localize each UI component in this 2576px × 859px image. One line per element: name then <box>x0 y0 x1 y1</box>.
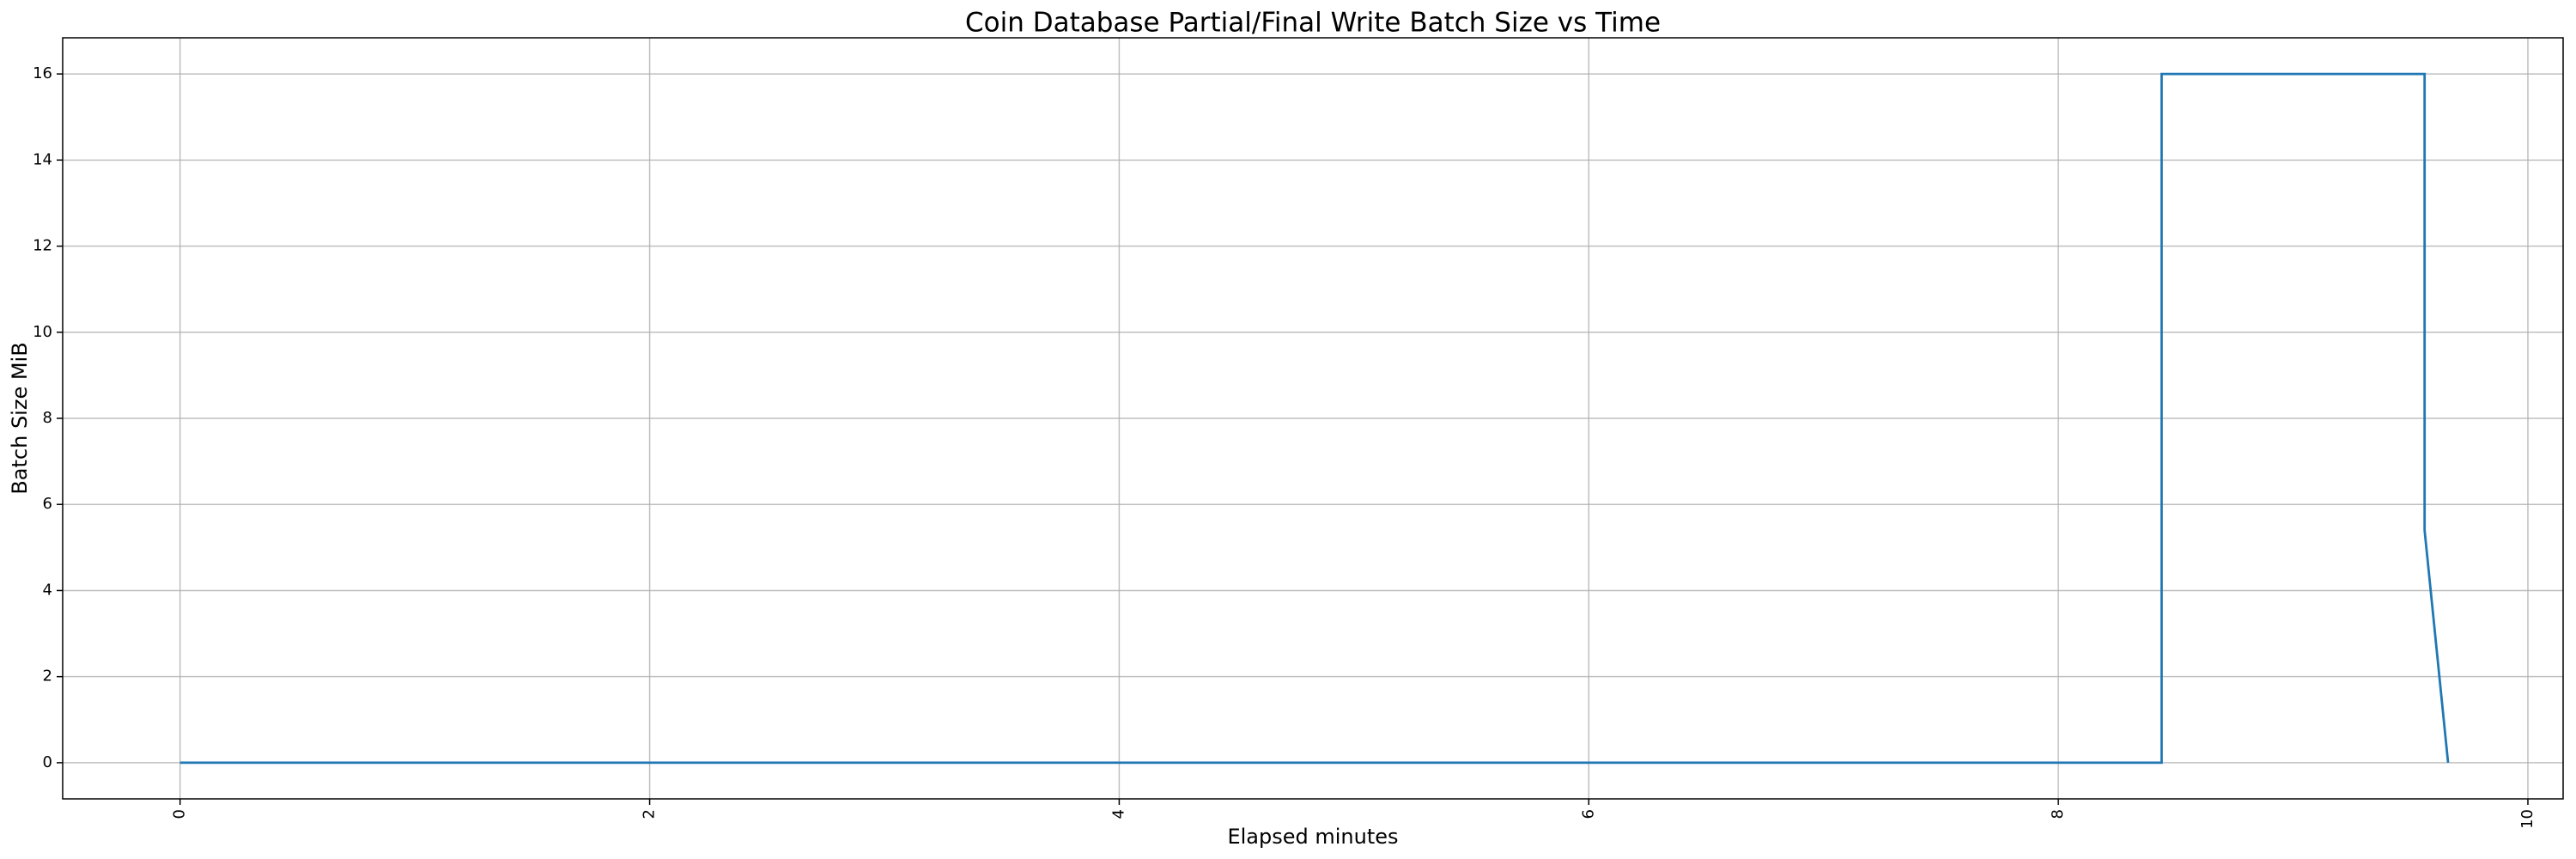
x-tick-label: 2 <box>641 809 659 819</box>
y-tick-label: 12 <box>33 237 52 255</box>
x-tick-label: 10 <box>2518 809 2537 829</box>
chart-title: Coin Database Partial/Final Write Batch … <box>965 8 1661 39</box>
y-tick-label: 4 <box>43 581 52 599</box>
x-tick-label: 4 <box>1109 809 1127 819</box>
y-tick-label: 6 <box>43 495 52 513</box>
plot-frame <box>62 37 2564 800</box>
x-tick-label: 8 <box>2049 809 2067 819</box>
y-tick-label: 14 <box>33 150 52 168</box>
y-tick-label: 0 <box>43 753 52 771</box>
y-tick-label: 8 <box>43 409 52 427</box>
x-axis-label: Elapsed minutes <box>1227 825 1398 849</box>
y-axis-label: Batch Size MiB <box>8 342 32 494</box>
y-tick-label: 2 <box>43 667 52 685</box>
y-tick-label: 16 <box>33 64 52 82</box>
y-tick-label: 10 <box>33 323 52 341</box>
x-tick-label: 6 <box>1579 809 1597 819</box>
data-line <box>179 72 2450 765</box>
x-tick-label: 0 <box>171 809 189 819</box>
